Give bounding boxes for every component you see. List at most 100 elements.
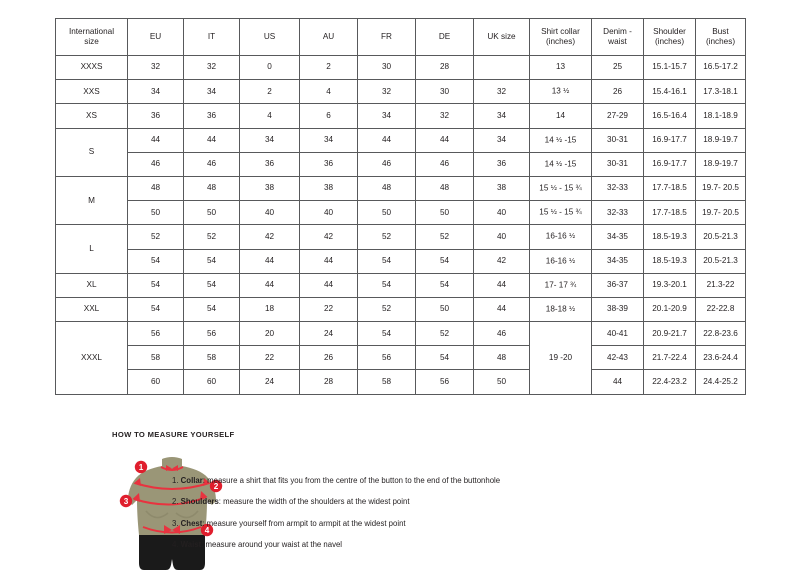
cell-shoulder-inches: 15.1-15.7	[643, 54, 696, 81]
cell-denim-waist: 44	[591, 369, 644, 395]
cell-it: 44	[183, 127, 240, 153]
column-header-bust-inches: Bust (inches)	[695, 18, 746, 56]
table-header-row: International size EU IT US AU FR DE UK size Shir…	[55, 18, 746, 56]
instruction-item-shoulders: 2. Shoulders: measure the width of the s…	[172, 498, 732, 506]
cell-shirt-collar-inches: 17- 17 ¾	[529, 272, 592, 298]
cell-au: 24	[299, 321, 358, 347]
cell-fr: 44	[357, 127, 416, 153]
cell-us: 38	[239, 175, 300, 202]
table-row: XL 54 54 44 44 54 54 44 17- 17 ¾ 36-37 19.3-20.1 21…	[55, 272, 746, 298]
cell-shoulder-inches: 20.1-20.9	[643, 296, 696, 323]
cell-au: 44	[299, 272, 358, 298]
cell-de: 48	[415, 175, 474, 202]
cell-eu: 46	[127, 151, 184, 177]
cell-de: 54	[415, 345, 474, 371]
marker-4-circle	[200, 523, 214, 537]
cell-us: 24	[239, 369, 300, 395]
column-header-de: DE	[415, 18, 474, 56]
cell-au: 34	[299, 127, 358, 153]
cell-denim-waist: 34-35	[591, 224, 644, 250]
mannequin-figure: 1 2 3 4	[112, 451, 232, 575]
cell-bust-inches: 17.3-18.1	[695, 79, 746, 105]
cell-fr: 34	[357, 103, 416, 129]
cell-us: 34	[239, 127, 300, 153]
cell-uk-size: 44	[473, 272, 530, 298]
cell-shoulder-inches: 22.4-23.2	[643, 369, 696, 395]
instruction-number: 1.	[172, 476, 181, 485]
instruction-number: 3.	[172, 518, 181, 528]
cell-bust-inches: 20.5-21.3	[695, 248, 746, 274]
marker-2-circle	[209, 479, 223, 493]
cell-shirt-collar-inches: 14 ½ -15	[529, 127, 592, 153]
cell-fr: 58	[357, 369, 416, 395]
cell-denim-waist: 30-31	[591, 127, 644, 153]
cell-uk-size: 34	[473, 103, 530, 129]
cell-shoulder-inches: 18.5-19.3	[643, 224, 696, 250]
cell-fr: 54	[357, 248, 416, 274]
cell-us: 36	[239, 151, 300, 177]
cell-uk-size: 50	[473, 369, 530, 395]
cell-au: 22	[299, 296, 358, 323]
cell-fr: 52	[357, 224, 416, 250]
cell-denim-waist: 34-35	[591, 248, 644, 274]
cell-shoulder-inches: 16.5-16.4	[643, 103, 696, 129]
cell-eu: 50	[127, 200, 184, 226]
cell-bust-inches: 20.5-21.3	[695, 224, 746, 250]
column-header-fr: FR	[357, 18, 416, 56]
cell-fr: 54	[357, 272, 416, 298]
instruction-term: Waist	[180, 539, 202, 549]
instruction-item-collar: 1. Collar: measure a shirt that fits you…	[172, 477, 732, 485]
cell-international-size: XXL	[55, 296, 128, 323]
chest-arrow-right	[200, 491, 208, 500]
cell-uk-size	[473, 54, 530, 81]
waist-arrow-right	[172, 525, 180, 534]
cell-de: 30	[415, 79, 474, 105]
cell-us: 20	[239, 321, 300, 347]
cell-uk-size: 32	[473, 79, 530, 105]
cell-bust-inches: 22-22.8	[695, 296, 746, 323]
cell-fr: 48	[357, 175, 416, 202]
marker-4-label: 4	[205, 526, 210, 535]
cell-denim-waist: 42-43	[591, 345, 644, 371]
cell-fr: 32	[357, 79, 416, 105]
marker-1-circle	[134, 460, 148, 474]
instruction-text: : measure a shirt that fits you from the…	[202, 476, 501, 485]
shoulders-tape-line	[134, 482, 210, 490]
column-header-au: AU	[299, 18, 358, 56]
how-to-measure-section: HOW TO MEASURE YOURSELF	[112, 430, 752, 575]
table-body: XXXS 32 32 0 2 30 28 13 25 15.1-15.7 16.5-17.2 XXS 3…	[55, 54, 746, 395]
cell-it: 58	[183, 345, 240, 371]
cell-denim-waist: 25	[591, 54, 644, 81]
cell-eu: 54	[127, 272, 184, 298]
cell-shoulder-inches: 15.4-16.1	[643, 79, 696, 105]
cell-denim-waist: 30-31	[591, 151, 644, 177]
cell-it: 56	[183, 321, 240, 347]
cell-uk-size: 36	[473, 151, 530, 177]
column-header-denim-waist: Denim - waist	[591, 18, 644, 56]
cell-us: 42	[239, 224, 300, 250]
cell-uk-size: 40	[473, 200, 530, 226]
column-header-us: US	[239, 18, 300, 56]
cell-au: 4	[299, 79, 358, 105]
cell-shoulder-inches: 21.7-22.4	[643, 345, 696, 371]
chest-arrow-left	[132, 493, 140, 502]
column-header-shirt-collar-inches: Shirt collar (inches)	[529, 18, 592, 56]
table-row: XXXS 32 32 0 2 30 28 13 25 15.1-15.7 16.5-17.2	[55, 54, 746, 81]
cell-uk-size: 34	[473, 127, 530, 153]
marker-3-label: 3	[124, 497, 129, 506]
table-row: XXS 34 34 2 4 32 30 32 13 ½ 26 15.4-16.1 17.3-18.1	[55, 79, 746, 105]
cell-au: 42	[299, 224, 358, 250]
cell-eu: 54	[127, 296, 184, 323]
instruction-item-waist: 4. Waist: measure around your waist at t…	[172, 539, 732, 549]
cell-it: 54	[183, 272, 240, 298]
mannequin-illustration: 1 2 3 4	[119, 457, 223, 570]
cell-bust-inches: 18.9-19.7	[695, 151, 746, 177]
cell-bust-inches: 24.4-25.2	[695, 369, 746, 395]
column-header-eu: EU	[127, 18, 184, 56]
cell-us: 2	[239, 79, 300, 105]
cell-eu: 56	[127, 321, 184, 347]
cell-shoulder-inches: 16.9-17.7	[643, 127, 696, 153]
cell-de: 46	[415, 151, 474, 177]
cell-denim-waist: 40-41	[591, 321, 644, 347]
cell-eu: 58	[127, 345, 184, 371]
